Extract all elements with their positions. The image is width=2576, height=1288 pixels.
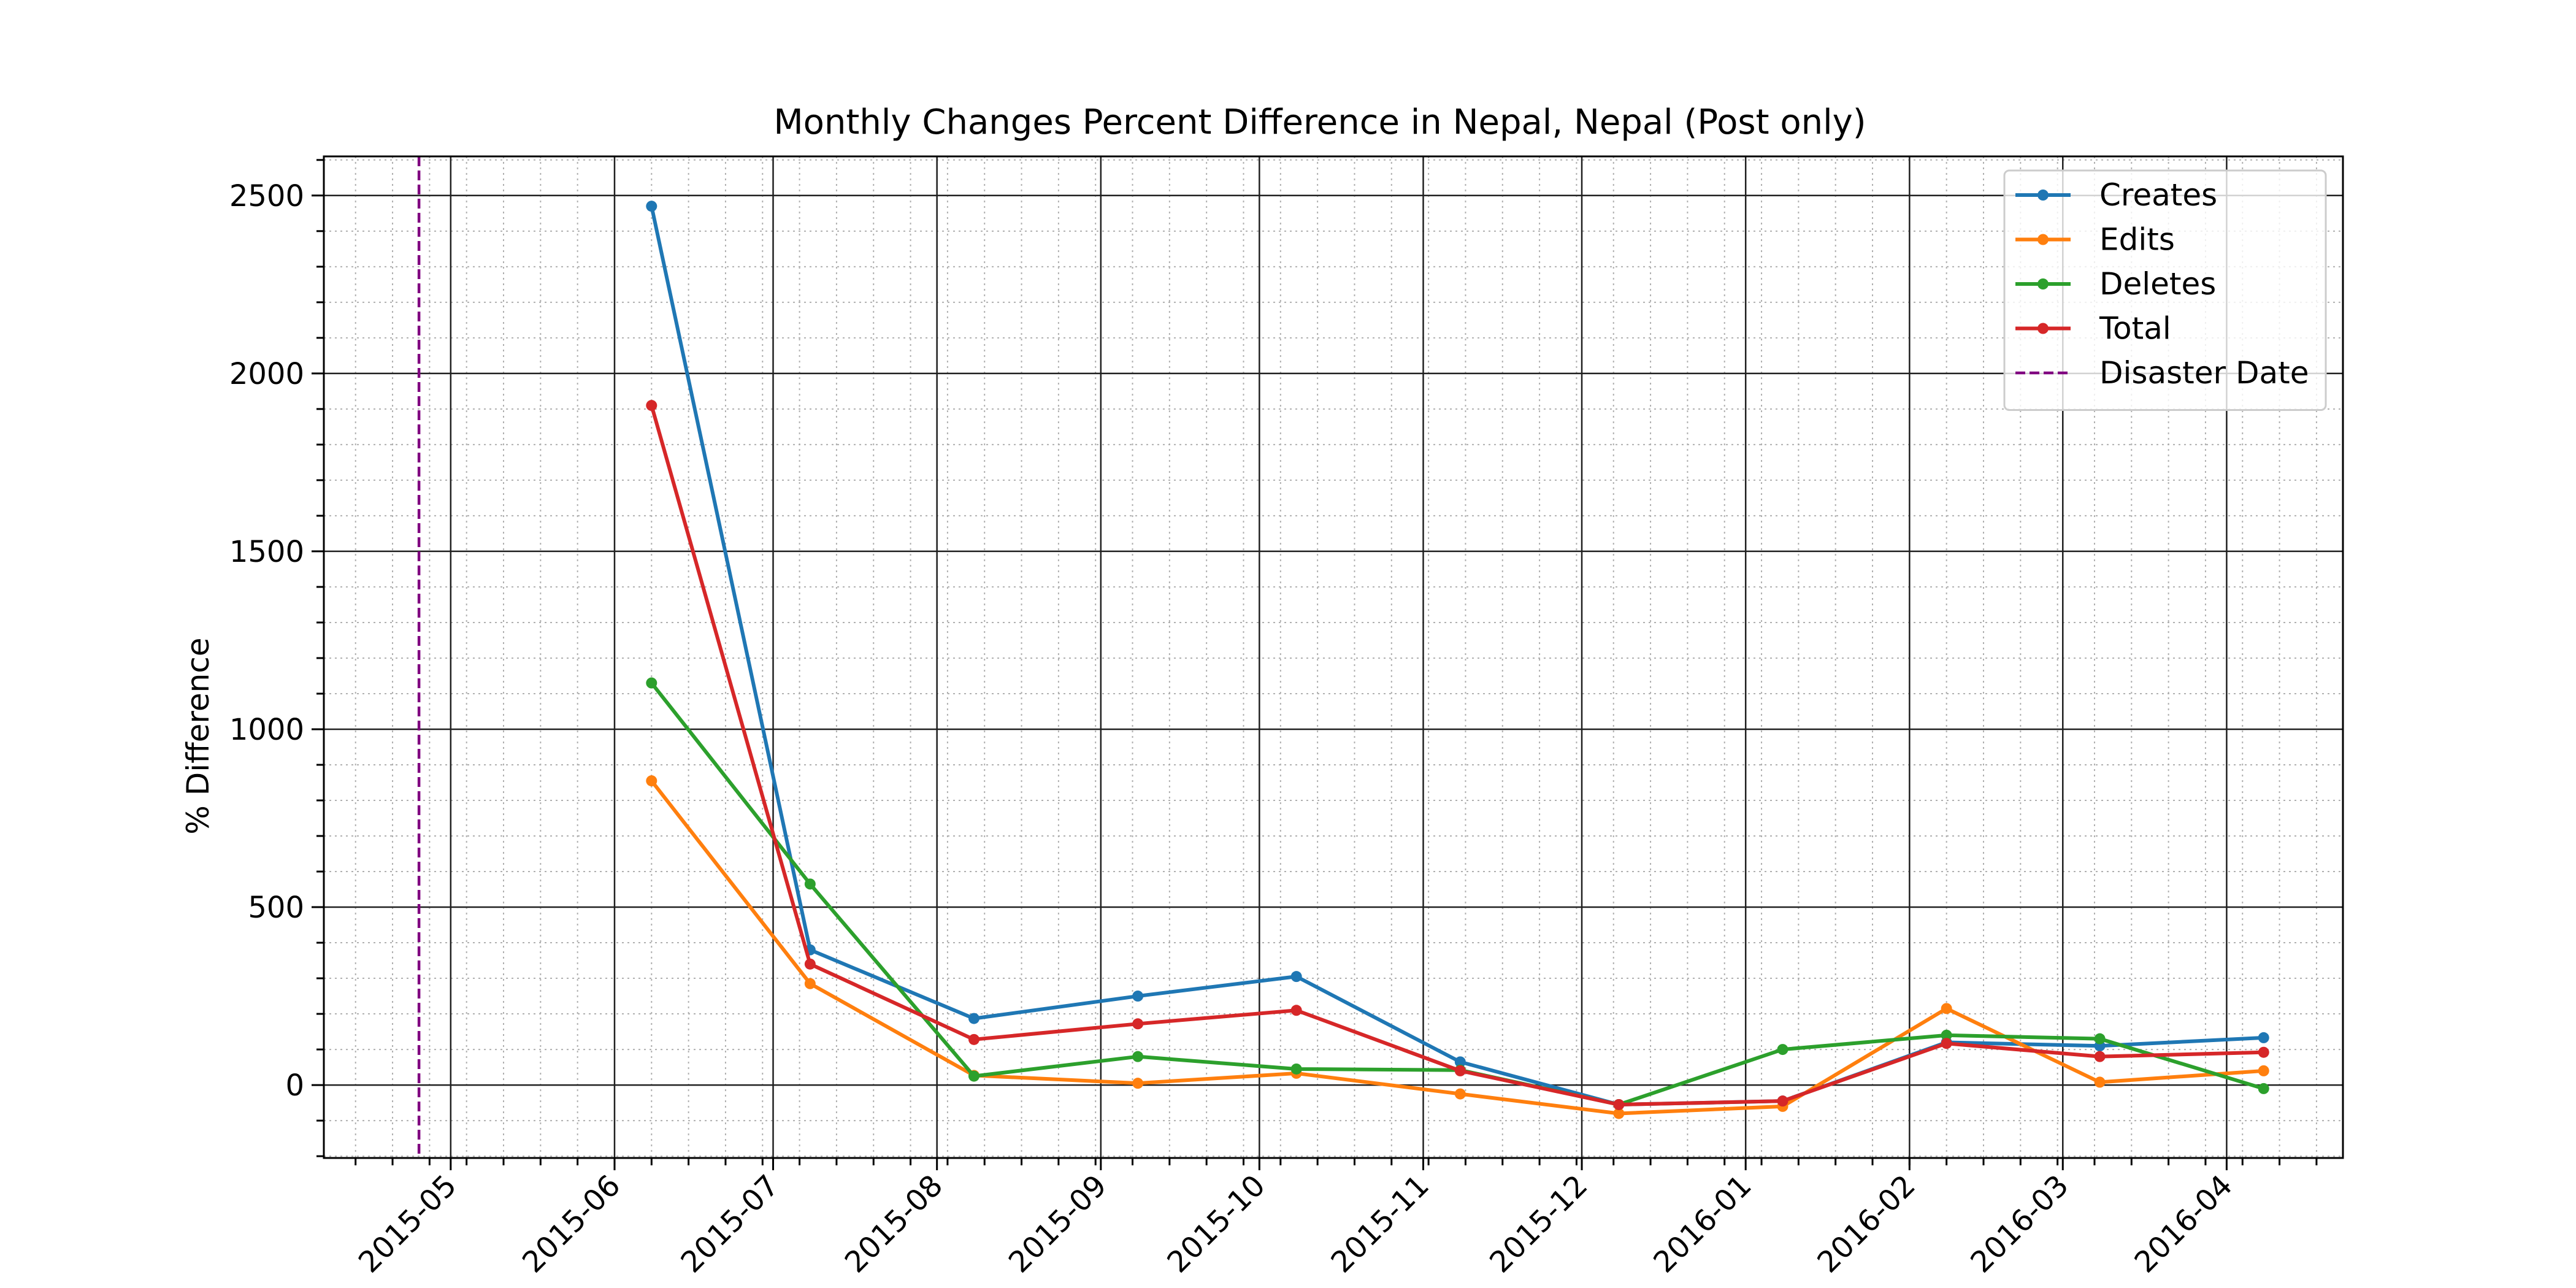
legend: Creates Edits Deletes Total Disaster Date bbox=[2003, 169, 2327, 411]
chart-title: Monthly Changes Percent Difference in Ne… bbox=[773, 102, 1866, 142]
legend-label-total: Total bbox=[2099, 311, 2171, 347]
data-point-total bbox=[1454, 1065, 1466, 1076]
data-point-deletes bbox=[1290, 1063, 1302, 1075]
y-tick-label: 0 bbox=[285, 1068, 304, 1103]
legend-marker-deletes bbox=[2037, 278, 2049, 289]
y-tick-label: 1000 bbox=[229, 713, 304, 747]
y-tick-label: 2500 bbox=[229, 179, 304, 213]
data-point-edits bbox=[646, 775, 657, 787]
data-point-creates bbox=[1132, 991, 1144, 1002]
legend-marker-edits bbox=[2037, 234, 2049, 245]
y-axis-ticks: 0 500 1000 1500 2000 2500 bbox=[229, 159, 324, 1157]
data-point-deletes bbox=[2258, 1083, 2269, 1094]
data-point-creates bbox=[2258, 1032, 2269, 1043]
data-point-deletes bbox=[1132, 1051, 1144, 1062]
data-point-edits bbox=[2258, 1065, 2269, 1076]
data-point-total bbox=[804, 958, 816, 970]
legend-label-deletes: Deletes bbox=[2099, 266, 2216, 302]
data-point-total bbox=[1613, 1098, 1625, 1110]
data-point-deletes bbox=[804, 878, 816, 890]
data-point-edits bbox=[1941, 1003, 1952, 1014]
legend-box bbox=[2003, 169, 2327, 411]
data-point-deletes bbox=[646, 677, 657, 689]
legend-marker-creates bbox=[2037, 190, 2049, 201]
data-point-edits bbox=[1454, 1088, 1466, 1100]
y-tick-label: 500 bbox=[248, 891, 304, 925]
data-point-edits bbox=[1613, 1108, 1625, 1119]
data-point-total bbox=[1290, 1005, 1302, 1016]
series-layer bbox=[646, 201, 2269, 1119]
legend-label-creates: Creates bbox=[2099, 177, 2217, 213]
legend-label-disaster-date: Disaster Date bbox=[2099, 355, 2309, 391]
data-point-edits bbox=[2094, 1076, 2106, 1088]
data-point-edits bbox=[1132, 1078, 1144, 1089]
data-point-deletes bbox=[2094, 1033, 2106, 1045]
data-point-edits bbox=[804, 978, 816, 989]
y-axis-label: % Difference bbox=[180, 637, 216, 834]
data-point-total bbox=[1941, 1038, 1952, 1049]
data-point-deletes bbox=[968, 1070, 979, 1082]
data-point-total bbox=[1132, 1018, 1144, 1030]
data-point-creates bbox=[1454, 1056, 1466, 1068]
data-point-creates bbox=[646, 201, 657, 212]
data-point-creates bbox=[1290, 971, 1302, 983]
data-point-deletes bbox=[1941, 1029, 1952, 1041]
data-point-deletes bbox=[1777, 1044, 1788, 1056]
legend-label-edits: Edits bbox=[2099, 222, 2175, 258]
legend-marker-total bbox=[2037, 323, 2049, 334]
y-tick-label: 1500 bbox=[229, 535, 304, 569]
data-point-total bbox=[2258, 1046, 2269, 1058]
data-point-creates bbox=[968, 1013, 979, 1024]
data-point-total bbox=[1777, 1095, 1788, 1107]
y-tick-label: 2000 bbox=[229, 357, 304, 391]
data-point-total bbox=[646, 400, 657, 412]
data-point-total bbox=[2094, 1051, 2106, 1062]
data-point-total bbox=[968, 1033, 979, 1045]
